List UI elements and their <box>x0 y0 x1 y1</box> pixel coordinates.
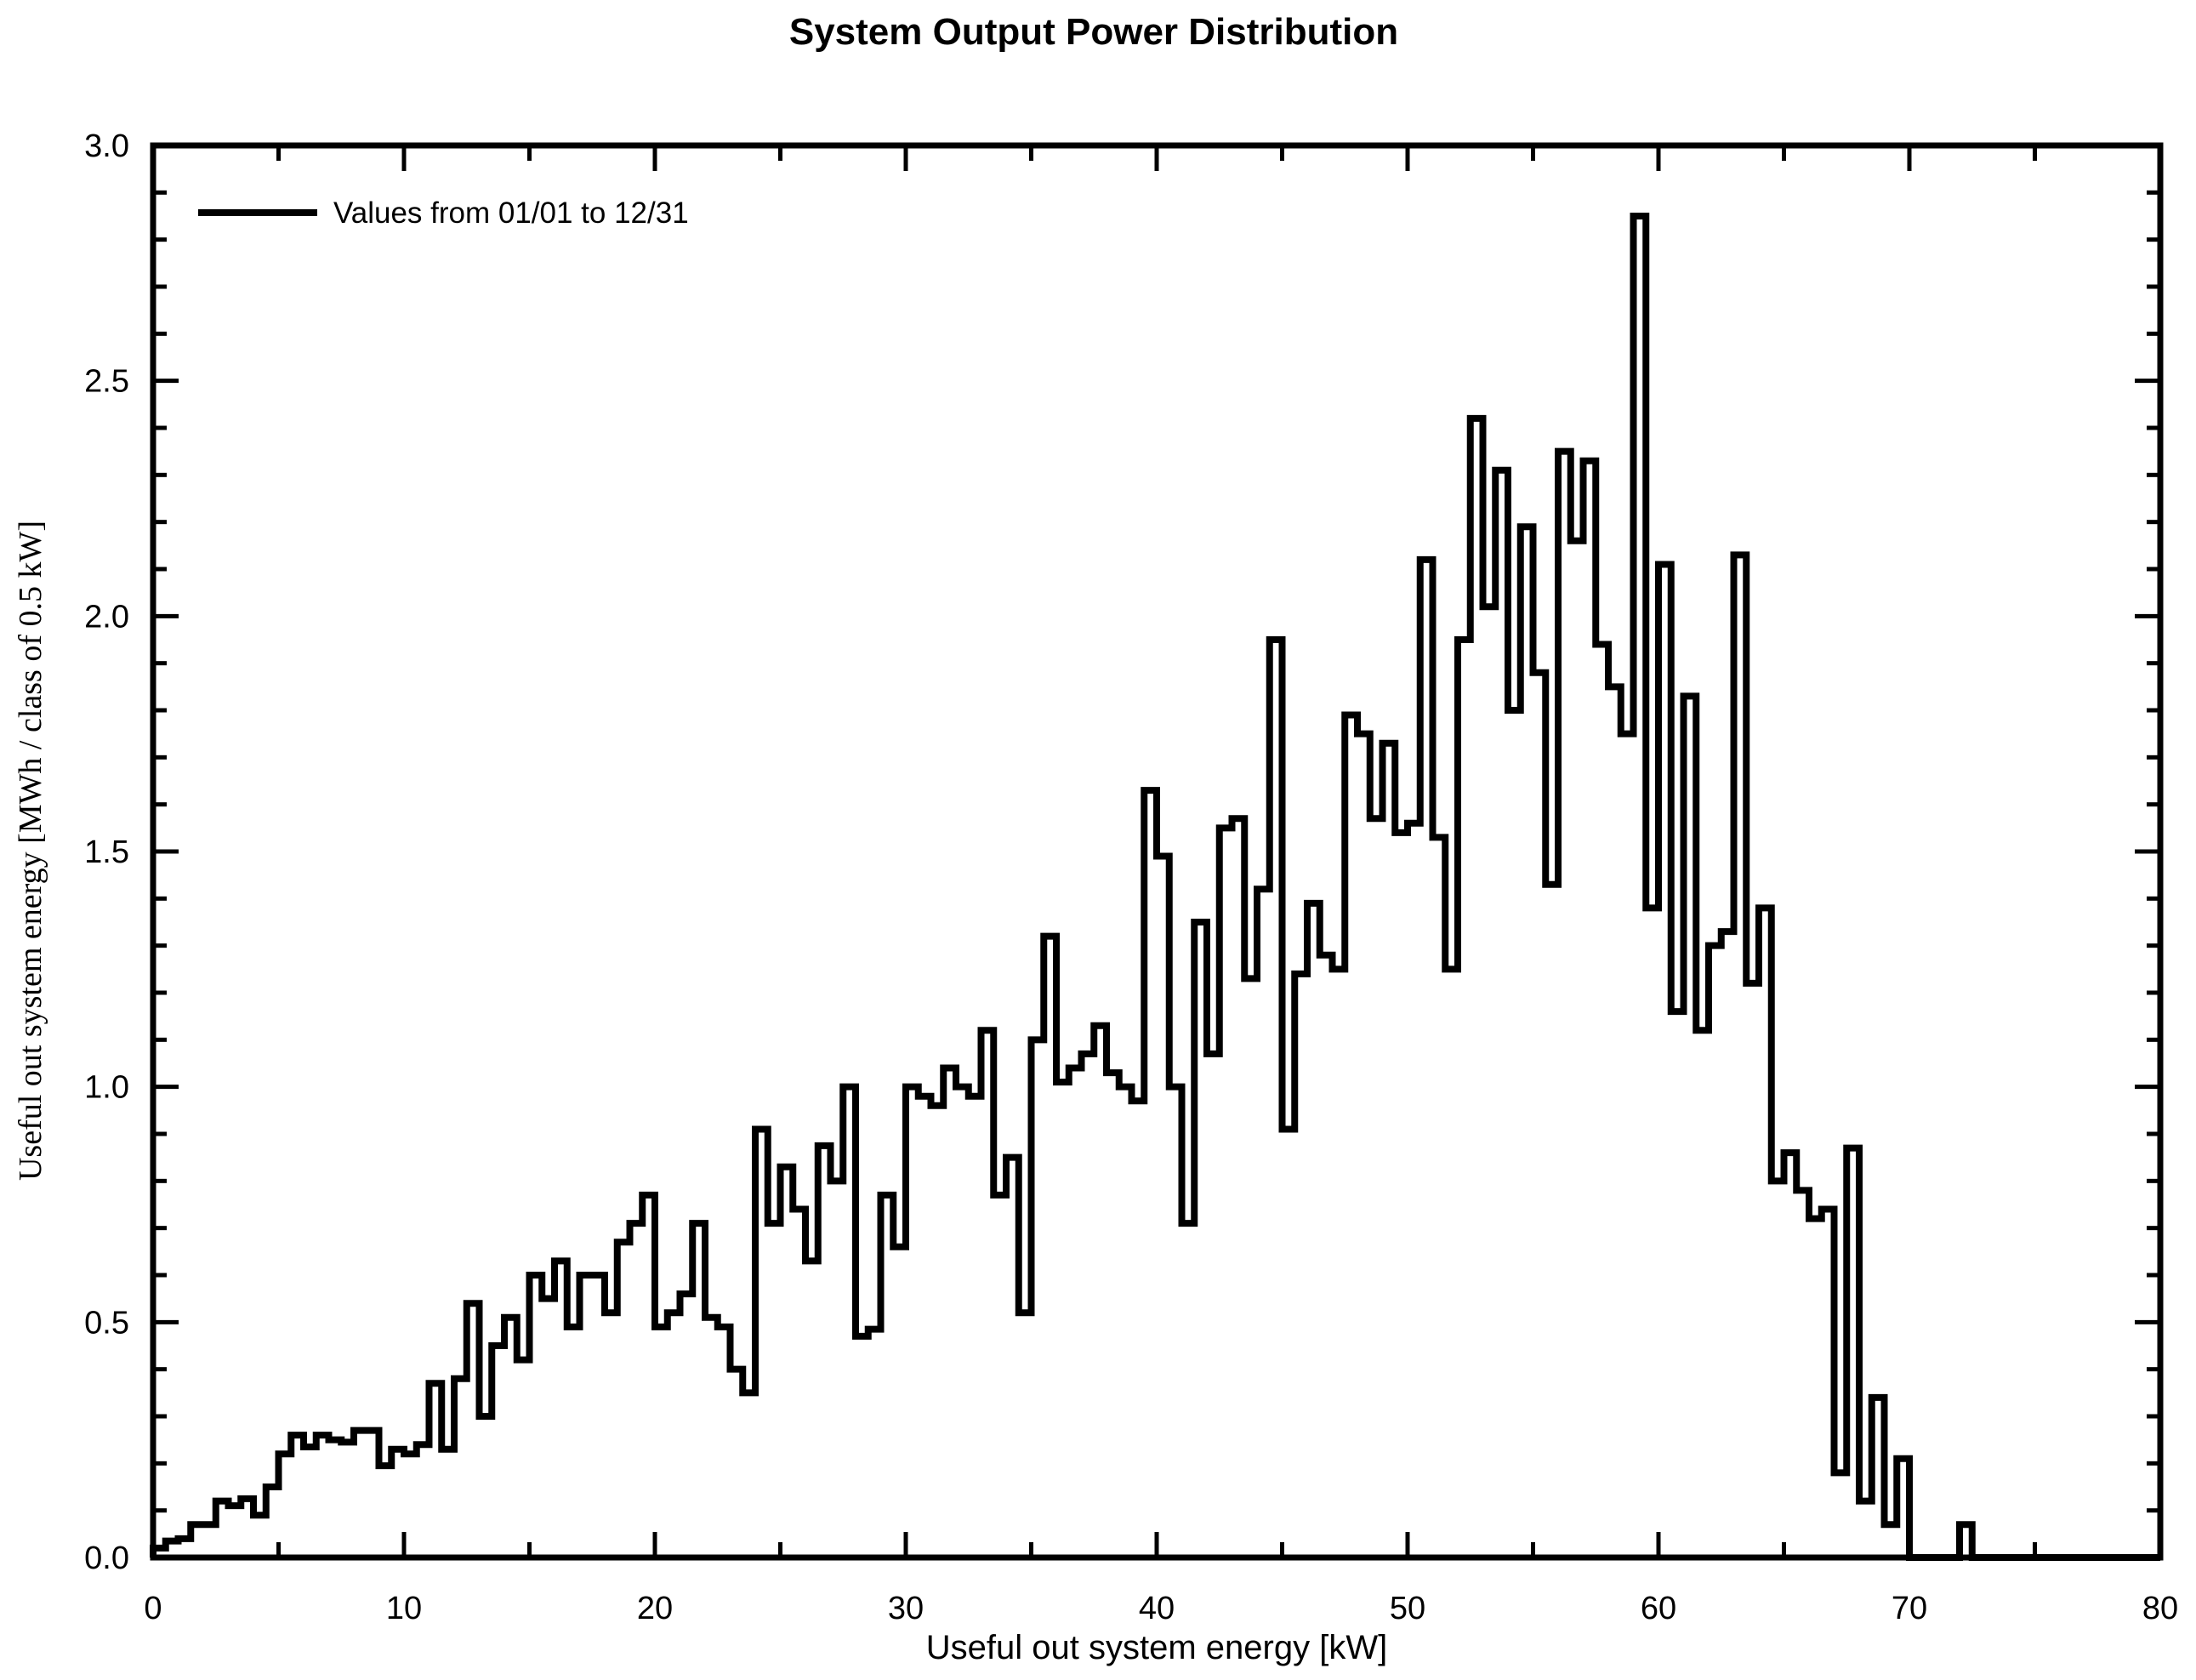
y-axis-label: Useful out system energy [MWh / class of… <box>13 521 48 1181</box>
y-axis-ticks <box>153 143 2160 1560</box>
x-tick-label: 40 <box>1139 1591 1175 1626</box>
legend-label: Values from 01/01 to 12/31 <box>333 196 689 230</box>
x-tick-label: 0 <box>144 1591 162 1626</box>
y-tick-label: 0.5 <box>84 1305 129 1341</box>
x-tick-label: 20 <box>637 1591 673 1626</box>
x-tick-label: 10 <box>386 1591 422 1626</box>
x-tick-label: 60 <box>1641 1591 1676 1626</box>
x-tick-label: 70 <box>1892 1591 1927 1626</box>
x-axis-label: Useful out system energy [kW] <box>926 1629 1387 1666</box>
histogram-step-path <box>150 213 2160 1561</box>
chart-title: System Output Power Distribution <box>789 11 1398 53</box>
y-tick-label: 2.5 <box>84 364 129 400</box>
y-tick-label: 1.0 <box>84 1070 129 1106</box>
x-tick-label: 30 <box>888 1591 924 1626</box>
y-tick-label: 3.0 <box>84 128 129 164</box>
legend: Values from 01/01 to 12/31 <box>198 196 689 230</box>
y-axis-tick-labels: 0.0 0.5 1.0 1.5 2.0 2.5 3.0 <box>84 128 129 1576</box>
x-tick-label: 80 <box>2142 1591 2178 1626</box>
y-tick-label: 1.5 <box>84 834 129 870</box>
y-tick-label: 0.0 <box>84 1540 129 1576</box>
y-tick-label: 2.0 <box>84 599 129 635</box>
x-axis-ticks <box>151 145 2163 1558</box>
x-tick-label: 50 <box>1390 1591 1425 1626</box>
x-axis-tick-labels: 0 10 20 30 40 50 60 70 80 <box>144 1591 2178 1626</box>
